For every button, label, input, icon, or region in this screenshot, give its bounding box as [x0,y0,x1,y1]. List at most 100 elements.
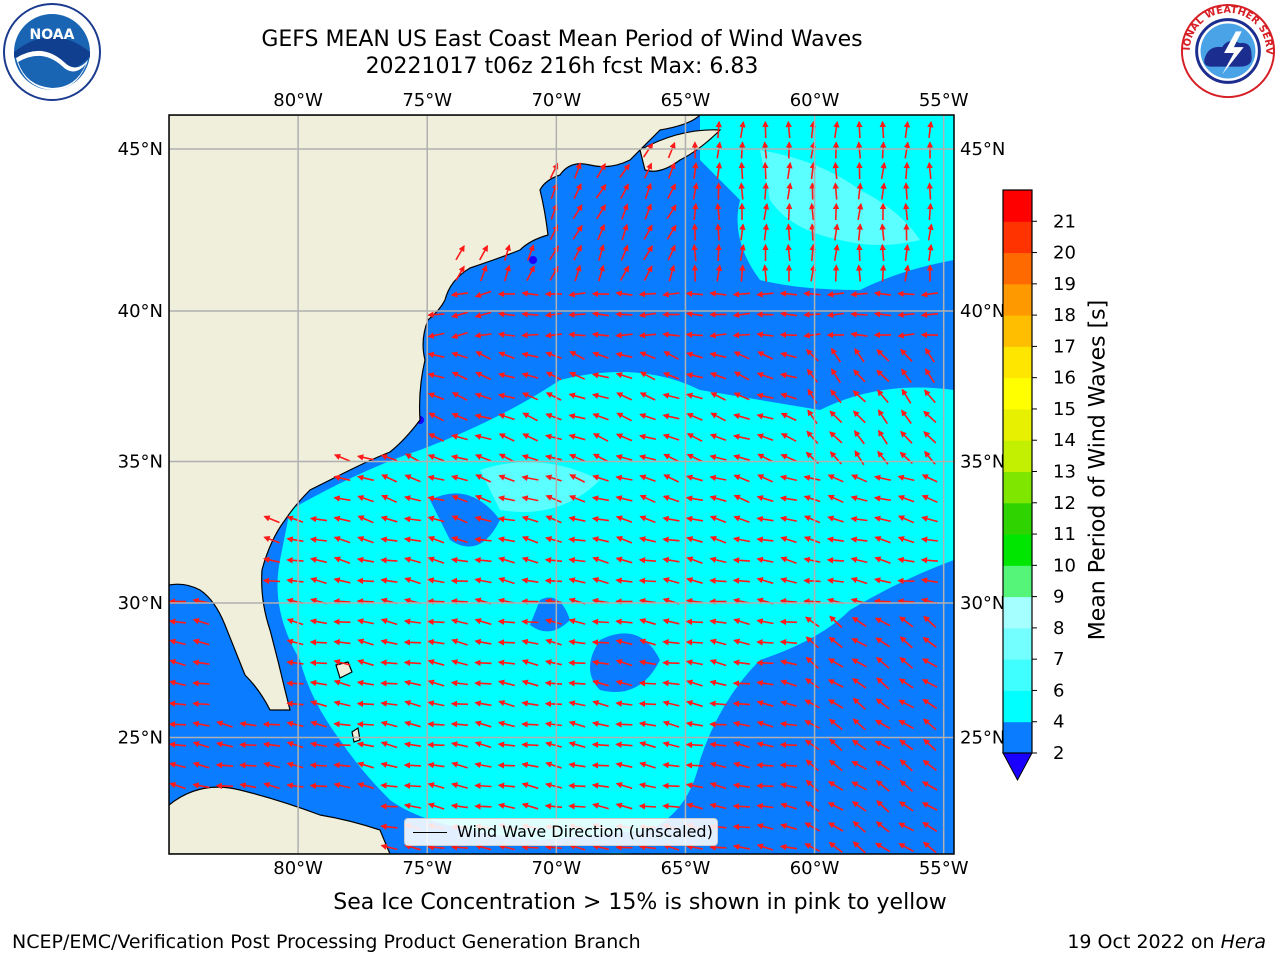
map-frame [168,114,955,855]
wind-arrow [809,223,816,241]
lon-ticks-top: 80°W 75°W 70°W 65°W 60°W 55°W [273,90,968,111]
wind-arrow [598,244,605,261]
wind-arrow [873,495,892,502]
wind-arrow [620,244,629,261]
colorbar-tick-label: 11 [1053,524,1076,545]
colorbar-under-triangle [1002,752,1033,782]
wind-arrow [756,331,774,338]
wind-arrow [615,782,633,790]
wind-arrow [779,331,798,339]
wind-arrow [809,141,817,159]
wind-arrow [898,699,914,709]
wind-arrow [709,556,727,564]
wind-arrow [545,536,562,543]
wind-arrow [521,618,539,626]
wind-arrow [309,536,328,543]
wind-arrow [239,782,257,789]
wind-arrow [732,311,751,319]
wind-arrow [738,141,746,159]
wind-arrow [451,782,468,789]
wind-arrow [380,536,398,543]
wind-arrow [856,264,863,282]
wind-arrow [592,412,609,421]
wind-arrow [239,762,257,769]
wind-arrow [381,494,398,504]
wind-arrow [876,349,890,362]
wind-arrow [874,740,891,750]
wind-arrow [615,577,633,584]
wind-arrow [809,264,817,282]
wind-arrow [615,474,633,482]
wind-arrow [903,264,911,282]
wind-arrow [427,802,445,810]
wind-arrow [709,741,727,748]
wind-arrow [876,369,890,383]
wind-arrow [497,741,516,748]
wind-arrow [474,557,492,564]
wind-arrow [924,368,936,384]
wind-arrow [827,679,844,688]
wind-arrow [709,761,727,769]
wind-arrow [333,556,351,564]
wind-arrow [286,659,304,666]
wind-arrow [709,474,727,482]
wind-arrow [662,577,680,584]
wind-arrow [715,223,722,241]
wind-arrow [286,680,304,687]
wind-arrow [615,679,633,687]
wind-arrow [522,433,539,442]
wind-arrow [333,639,351,646]
wind-arrow [544,803,563,810]
wind-arrow [450,577,469,585]
wind-arrow [826,577,845,584]
wind-arrow [521,392,539,401]
wind-arrow [899,616,914,628]
wind-arrow [828,781,844,791]
wind-arrow [569,350,585,361]
wind-arrow [427,618,445,626]
wind-arrow [710,412,726,422]
lon-tick-label: 80°W [273,858,323,879]
wind-arrow [169,761,186,769]
wind-arrow [897,598,915,605]
wind-arrow [403,762,422,769]
wind-arrow [804,720,820,729]
wind-arrow [497,618,516,625]
wind-arrow [451,351,468,359]
wind-arrow [756,741,774,748]
wind-arrow [592,433,609,442]
wind-arrow [615,535,633,544]
wind-arrow [922,841,937,854]
colorbar-tick-label: 18 [1053,305,1076,326]
wind-arrow [762,161,769,180]
wind-arrow [900,348,913,362]
wind-arrow [427,556,445,564]
wind-arrow [663,474,680,483]
wind-arrow [850,515,868,523]
wind-arrow [806,368,819,383]
wind-arrow [498,556,515,564]
wind-arrow [192,659,210,666]
wind-arrow [662,536,680,543]
wind-arrow [709,515,727,524]
wind-arrow [497,639,516,646]
grid-lines [169,115,954,854]
wind-arrow [474,577,492,584]
wind-arrow [873,474,891,482]
wind-arrow [803,474,821,482]
wind-arrow [805,800,820,812]
wind-arrow [357,638,374,646]
wind-arrow [739,223,746,241]
wind-arrow [921,781,938,791]
wind-arrow [803,515,821,524]
wind-arrow [756,577,774,585]
wind-arrow [451,311,468,319]
wind-arrow [878,429,888,445]
wind-arrow [545,351,562,359]
wind-arrow [686,679,703,687]
wind-arrow [427,638,445,646]
wind-arrow [851,616,867,628]
wind-arrow [756,618,774,625]
wind-arrow [309,782,328,790]
wind-arrow [922,822,938,832]
